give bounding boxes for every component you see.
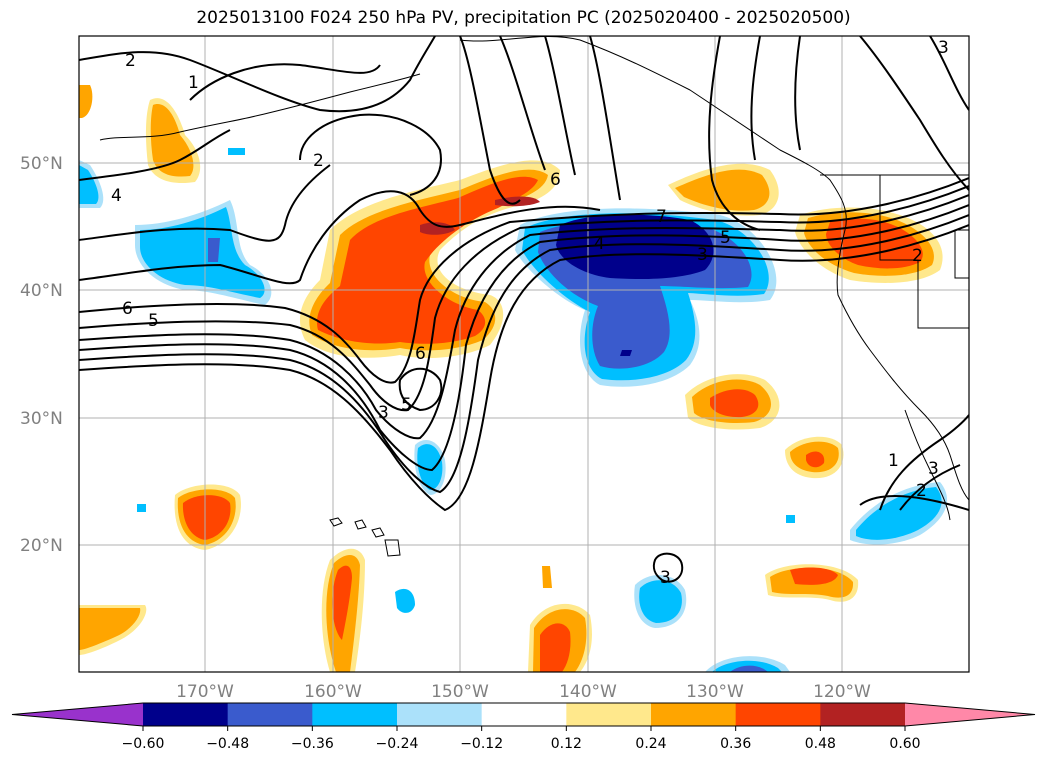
positive-anomaly-region <box>420 222 455 235</box>
contour-label: 1 <box>188 73 199 93</box>
positive-anomaly-region <box>316 176 538 344</box>
colorbar-tick-label: 0.60 <box>889 736 920 752</box>
negative-anomaly-region <box>395 588 415 613</box>
contour-label: 5 <box>720 228 731 248</box>
contour-label: 2 <box>916 481 927 501</box>
negative-anomaly-region <box>417 444 443 490</box>
negative-anomaly-region <box>786 515 795 523</box>
colorbar-min-extend <box>12 703 143 726</box>
contour-label: 6 <box>122 299 133 319</box>
latitude-labels: 50°N 40°N 30°N 20°N <box>20 154 63 556</box>
lon-label: 130°W <box>686 682 744 702</box>
colorbar: −0.60 −0.48 −0.36 −0.24 −0.12 0.12 0.24 0.36 0.4… <box>11 702 1036 752</box>
contour-label: 3 <box>928 459 939 479</box>
lon-label: 140°W <box>559 682 617 702</box>
colorbar-segment <box>735 703 821 726</box>
colorbar-segment <box>312 703 398 726</box>
contour-label: 3 <box>660 568 671 588</box>
positive-anomaly-region <box>675 169 770 211</box>
positive-anomaly-region <box>79 608 141 650</box>
colorbar-tick-label: −0.12 <box>460 736 503 752</box>
negative-anomaly-region <box>208 238 220 262</box>
pv-contours <box>79 36 969 583</box>
alaska-coastline <box>459 36 969 501</box>
contour-label: 4 <box>111 186 122 206</box>
colorbar-tick-label: −0.60 <box>122 736 165 752</box>
baja-coastline <box>904 409 951 521</box>
colorbar-tick-label: −0.24 <box>376 736 419 752</box>
negative-anomaly-region <box>620 350 632 356</box>
lon-label: 160°W <box>304 682 362 702</box>
colorbar-tick-label: 0.48 <box>805 736 836 752</box>
colorbar-tick-label: 0.24 <box>635 736 666 752</box>
hawaii-islands <box>329 517 401 557</box>
contour-label: 2 <box>125 51 136 71</box>
lat-label: 50°N <box>20 154 63 174</box>
contour-label: 2 <box>313 151 324 171</box>
negative-anomaly-region <box>639 580 682 623</box>
contour-label: 7 <box>656 207 667 227</box>
contour-label: 3 <box>697 245 708 265</box>
colorbar-tick-label: 0.36 <box>720 736 751 752</box>
colorbar-segment <box>481 703 567 726</box>
contour-labels: 2 1 2 4 6 5 6 5 3 6 7 4 3 5 2 3 1 3 2 3 <box>111 38 949 588</box>
map-title: 2025013100 F024 250 hPa PV, precipitatio… <box>196 8 851 28</box>
positive-anomaly-region <box>542 566 552 588</box>
longitude-labels: 170°W 160°W 150°W 140°W 130°W 120°W <box>176 682 871 702</box>
negative-anomaly-region <box>228 148 245 155</box>
positive-anomaly-region <box>182 495 231 540</box>
negative-anomaly-region <box>137 504 146 512</box>
contour-label: 3 <box>378 403 389 423</box>
gridlines <box>79 36 969 672</box>
positive-anomaly-region <box>790 567 838 585</box>
lon-label: 170°W <box>176 682 234 702</box>
colorbar-segment <box>566 703 652 726</box>
map-frame <box>78 35 970 673</box>
positive-anomaly-region <box>806 451 825 468</box>
contour-label: 3 <box>938 38 949 58</box>
colorbar-segment <box>143 703 229 726</box>
negative-anomaly-region <box>856 487 942 540</box>
state-border <box>954 229 969 279</box>
contour-label: 2 <box>912 246 923 266</box>
colorbar-tick-label: −0.48 <box>206 736 249 752</box>
positive-anomaly-region <box>710 389 759 418</box>
colorbar-tick-label: 0.12 <box>551 736 582 752</box>
contour-label: 6 <box>550 170 561 190</box>
negative-anomaly-region <box>79 165 99 204</box>
negative-anomaly-region <box>730 665 768 672</box>
colorbar-segment <box>651 703 737 726</box>
positive-anomaly-region <box>332 565 352 640</box>
contour-label: 6 <box>415 344 426 364</box>
lon-label: 150°W <box>431 682 489 702</box>
map-area: 2 1 2 4 6 5 6 5 3 6 7 4 3 5 2 3 1 3 2 3 <box>79 36 969 672</box>
positive-anomaly-region <box>540 623 571 672</box>
colorbar-segment <box>397 703 483 726</box>
lat-label: 20°N <box>20 536 63 556</box>
colorbar-tick-label: −0.36 <box>291 736 334 752</box>
colorbar-segment <box>227 703 313 726</box>
lat-label: 30°N <box>20 409 63 429</box>
positive-anomaly-region <box>79 85 93 118</box>
lat-label: 40°N <box>20 281 63 301</box>
contour-label: 5 <box>148 311 159 331</box>
contour-label: 5 <box>401 395 412 415</box>
colorbar-segment <box>820 703 906 726</box>
contour-label: 1 <box>888 451 899 471</box>
colorbar-max-extend <box>905 703 1035 726</box>
contour-label: 4 <box>594 234 605 254</box>
aleutian-islands <box>99 73 421 141</box>
lon-label: 120°W <box>813 682 871 702</box>
